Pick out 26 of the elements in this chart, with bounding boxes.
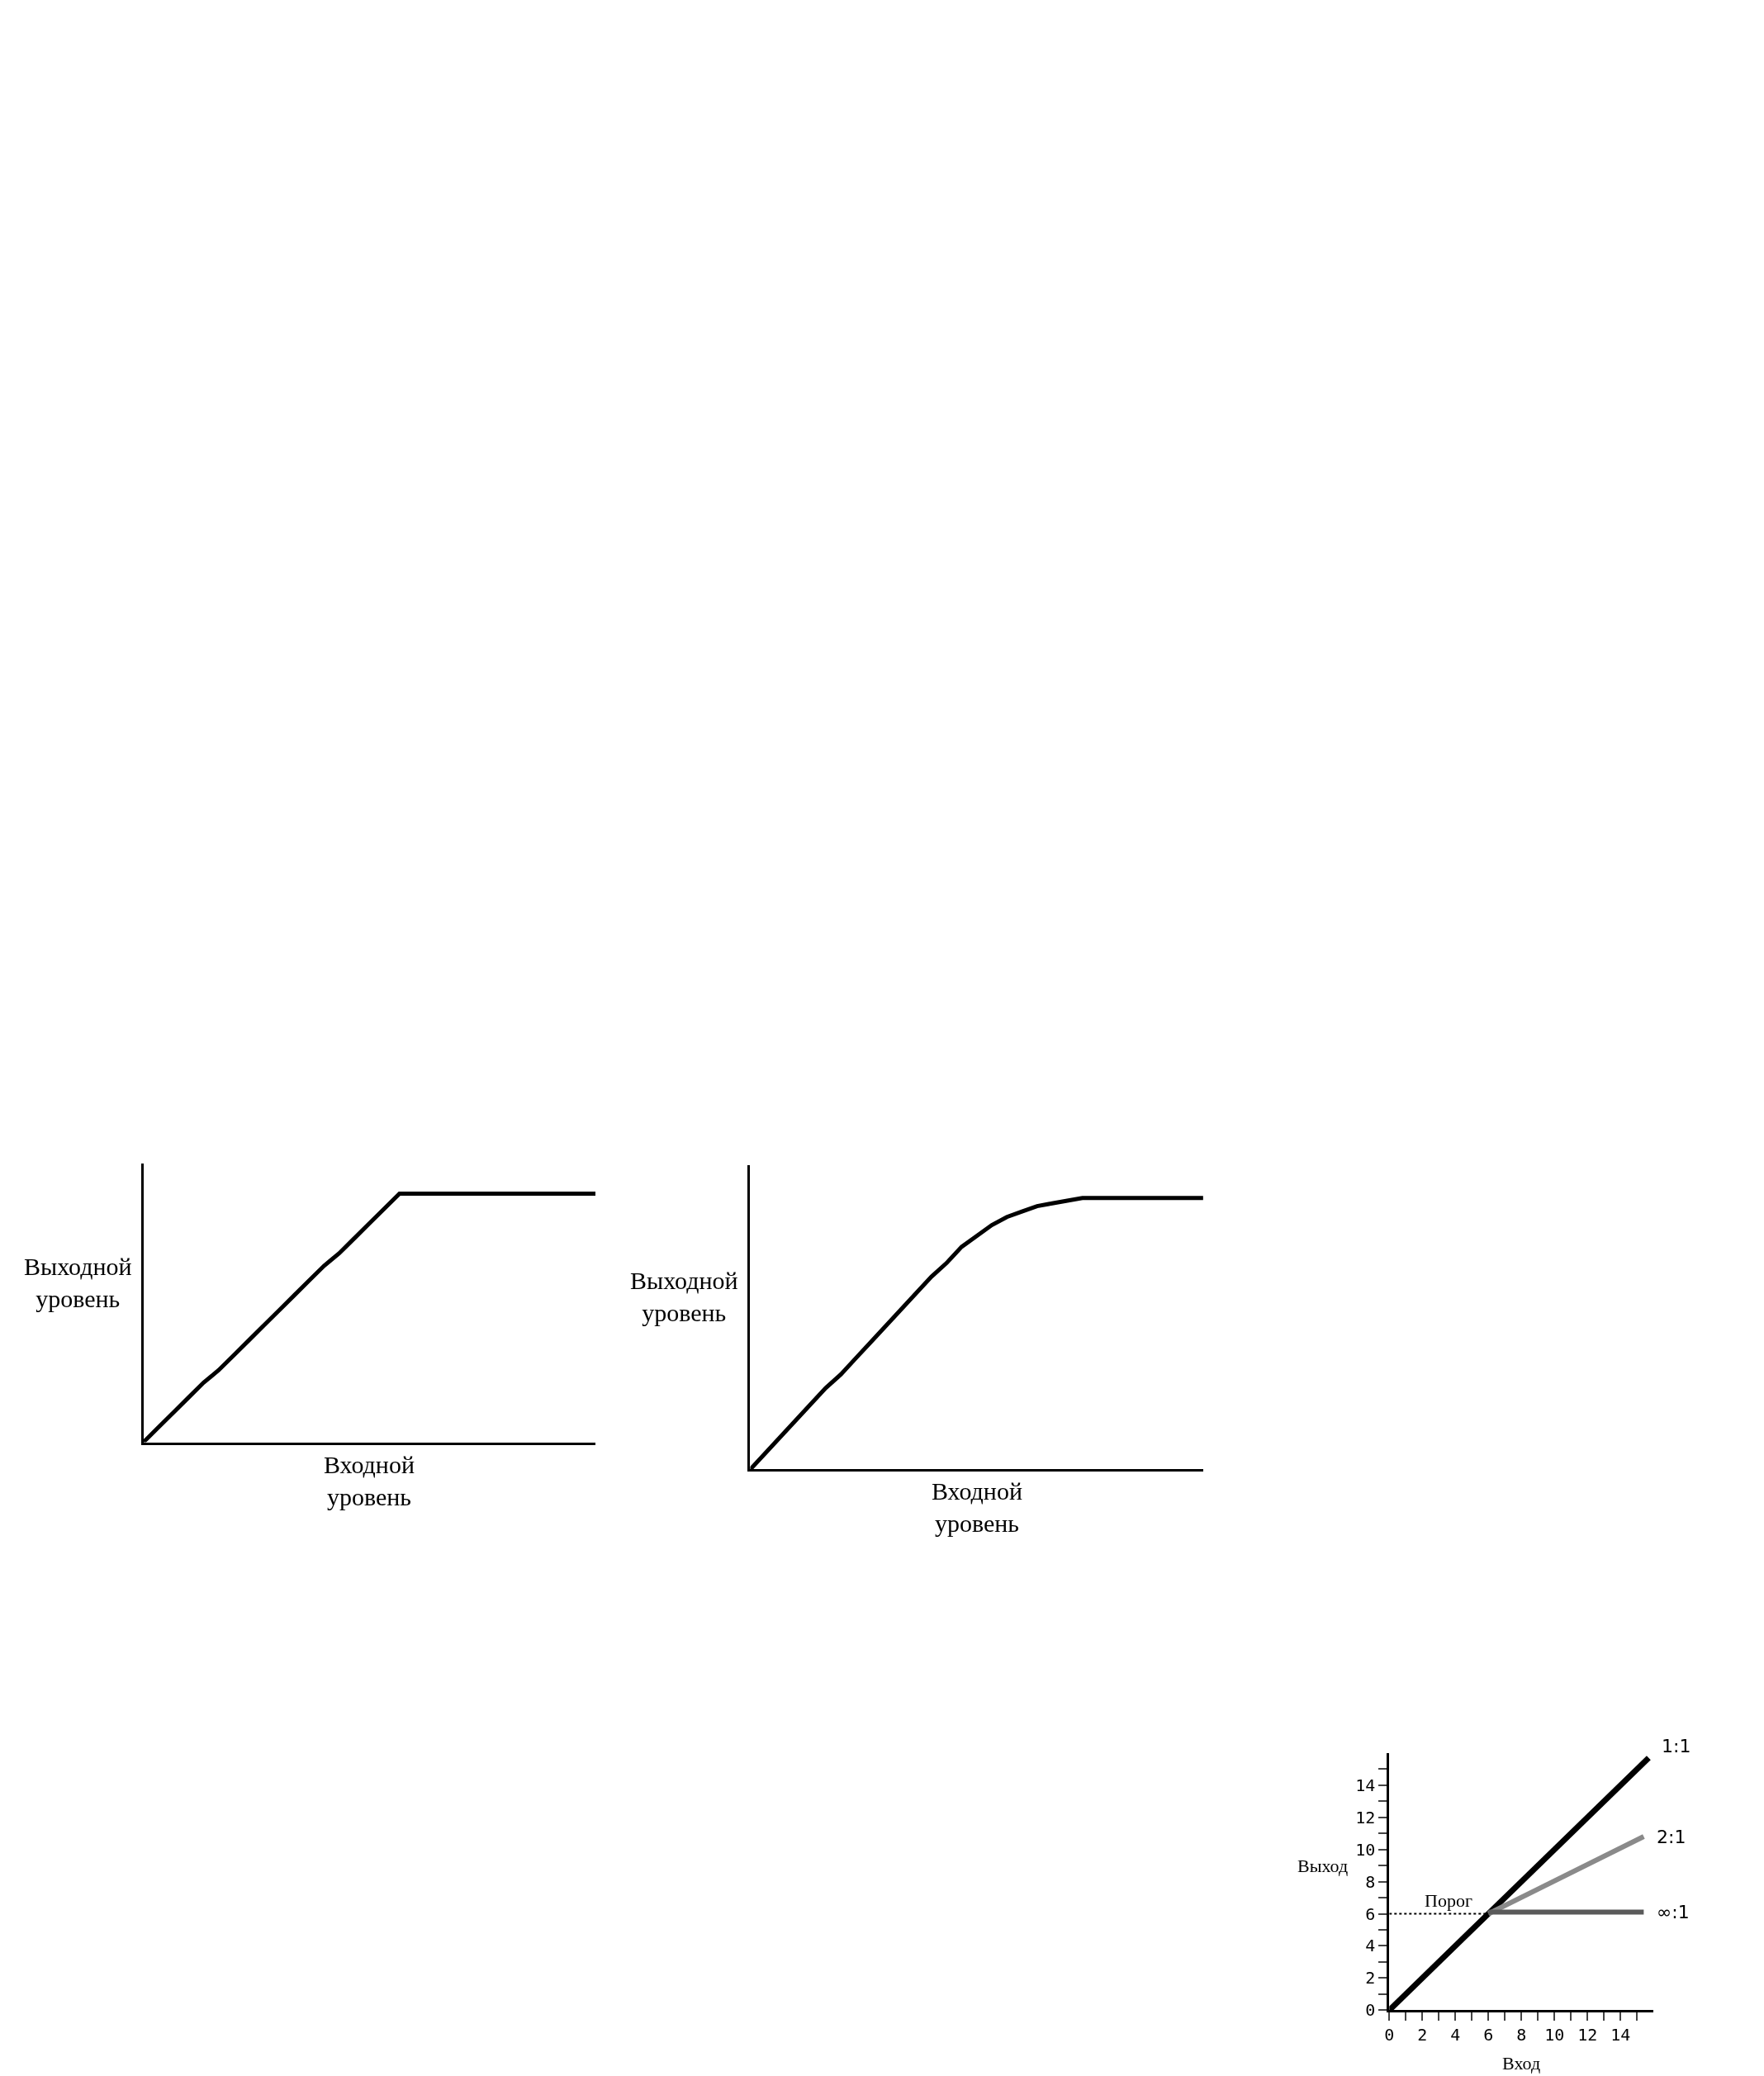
x-tick-label: 12 xyxy=(1577,2025,1598,2045)
y-tick-label: 8 xyxy=(1365,1871,1376,1892)
x-tick-label: 10 xyxy=(1544,2025,1565,2045)
y-axis-title: Выходной уровень xyxy=(24,1253,132,1312)
y-tick-label: 10 xyxy=(1355,1839,1376,1860)
y-tick-label: 14 xyxy=(1355,1775,1376,1795)
y-tick-label: 12 xyxy=(1355,1807,1376,1827)
series-label: 2:1 xyxy=(1657,1827,1686,1847)
x-tick-label: 6 xyxy=(1483,2025,1494,2045)
y-tick-label: 6 xyxy=(1365,1903,1376,1924)
y-tick-label: 0 xyxy=(1365,2000,1376,2021)
series-label: Порог xyxy=(1425,1890,1472,1911)
series-label: 1:1 xyxy=(1662,1736,1691,1756)
x-tick-label: 8 xyxy=(1516,2025,1527,2045)
x-tick-label: 2 xyxy=(1417,2025,1428,2045)
x-axis-title: Входной уровень xyxy=(932,1477,1022,1537)
x-tick-label: 14 xyxy=(1610,2025,1631,2045)
x-axis-title: Входной уровень xyxy=(324,1451,415,1510)
y-axis-title: Выход xyxy=(1297,1856,1349,1876)
y-tick-label: 2 xyxy=(1365,1968,1376,1988)
series-label: ∞:1 xyxy=(1657,1902,1690,1922)
x-axis-title: Вход xyxy=(1502,2053,1541,2074)
x-tick-label: 0 xyxy=(1384,2025,1395,2045)
y-axis-title: Выходной уровень xyxy=(630,1267,738,1326)
x-tick-label: 4 xyxy=(1450,2025,1461,2045)
y-tick-label: 4 xyxy=(1365,1936,1376,1956)
